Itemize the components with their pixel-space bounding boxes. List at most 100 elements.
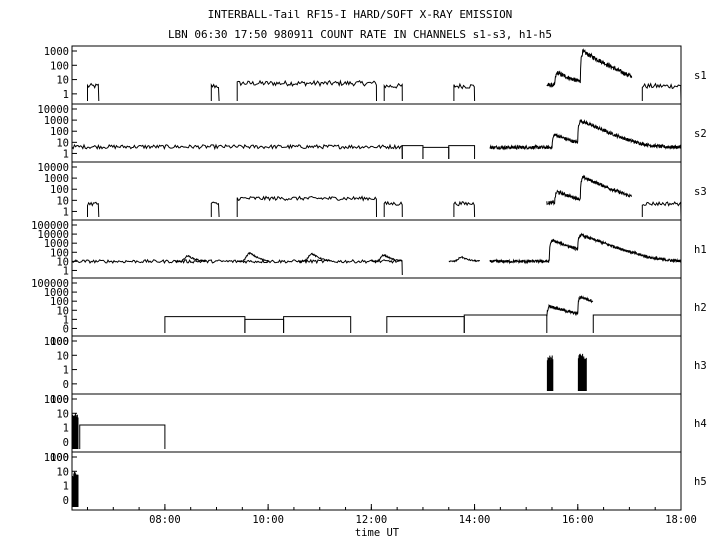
series-h2-trace (244, 318, 285, 333)
chart-panels: 1101001000s1110100100010000s211010010001… (31, 45, 707, 511)
y-tick-label: 10 (56, 256, 69, 268)
series-s2-trace (401, 145, 424, 159)
y-tick-label: 1 (63, 206, 69, 218)
y-tick-label: 1000 (44, 173, 69, 185)
y-tick-label: 0 (63, 323, 69, 335)
series-h2-trace (592, 314, 682, 333)
y-tick-label: 100000 (31, 220, 69, 232)
y-tick-label: 100 (50, 126, 69, 138)
series-h5-trace (72, 471, 79, 508)
series-s1-trace (641, 82, 682, 102)
y-tick-label: 100 (50, 184, 69, 196)
x-tick-label: 14:00 (459, 514, 491, 526)
y-tick-label: 10 (56, 195, 69, 207)
x-tick-label: 10:00 (252, 514, 284, 526)
series-h4-trace (79, 424, 166, 449)
y-tick-label: 10 (56, 408, 69, 420)
y-tick-label: 10 (56, 305, 69, 317)
chart-subtitle: LBN 06:30 17:50 980911 COUNT RATE IN CHA… (167, 28, 553, 41)
series-s1-trace (87, 82, 100, 102)
series-s1-trace (453, 82, 476, 102)
series-s2-trace (489, 119, 682, 151)
panel-frame (71, 393, 682, 453)
series-s1-trace (236, 79, 377, 102)
panel-s1: 1 10 100 1000 s1 (44, 45, 707, 105)
y-tick-label: 100 (50, 60, 69, 72)
series-h1-trace (237, 251, 269, 263)
series-s2-trace (71, 143, 403, 160)
series-h2-trace (386, 316, 465, 333)
panel-label-s1: s1 (694, 70, 707, 82)
chart-title: INTERBALL-Tail RF15-I HARD/SOFT X-RAY EM… (207, 8, 513, 21)
y-tick-label: 10000 (37, 104, 69, 116)
y-tick-label: 10 (56, 137, 69, 149)
series-s3-trace (210, 201, 220, 218)
x-tick-label: 08:00 (149, 514, 181, 526)
series-s3-trace (641, 200, 682, 218)
series-h1-trace (448, 255, 481, 263)
series-h3-trace (546, 355, 554, 392)
series-s1-trace (210, 83, 220, 102)
x-tick-label: 12:00 (356, 514, 388, 526)
series-h1-trace (489, 232, 682, 265)
panel-frame (71, 277, 682, 337)
y-tick-label: 100000 (31, 278, 69, 290)
series-s2-trace (448, 145, 476, 159)
series-s1-trace (546, 48, 633, 88)
y-tick-label: 1 (63, 89, 69, 101)
panel-label-h1: h1 (694, 244, 707, 256)
series-h1-trace (71, 258, 403, 276)
series-s3-trace (546, 174, 632, 206)
y-tick-label: 10000 (37, 229, 69, 241)
series-h2-trace (463, 314, 548, 333)
y-tick-label: 100 (50, 452, 69, 464)
y-tick-label: 100 (50, 336, 69, 348)
y-tick-label: 100 (50, 247, 69, 259)
x-tick-label: 16:00 (562, 514, 594, 526)
y-tick-label: 1000 (44, 336, 69, 348)
panel-label-h3: h3 (694, 360, 707, 372)
panel-frame (71, 103, 682, 163)
panel-label-h5: h5 (694, 476, 707, 488)
y-tick-label: 100 (50, 394, 69, 406)
panel-frame (71, 451, 682, 511)
y-tick-label: 1000 (44, 287, 69, 299)
series-h2-trace (546, 295, 594, 317)
panel-label-s2: s2 (694, 128, 707, 140)
y-tick-label: 1 (63, 148, 69, 160)
y-tick-label: 1 (63, 265, 69, 277)
series-h3-trace (580, 356, 587, 392)
series-h1-trace (174, 254, 207, 263)
y-tick-label: 1 (63, 423, 69, 435)
panel-label-h4: h4 (694, 418, 707, 430)
panel-label-s3: s3 (694, 186, 707, 198)
y-tick-label: 10 (56, 75, 69, 87)
series-h1-trace (298, 252, 331, 263)
x-axis-label: time UT (355, 527, 400, 539)
y-tick-label: 0 (63, 495, 69, 507)
y-tick-label: 10 (56, 350, 69, 362)
series-s1-trace (383, 82, 403, 102)
y-tick-label: 0 (63, 379, 69, 391)
x-axis: 08:00 10:00 12:00 14:00 16:00 18:00 (86, 504, 697, 526)
y-tick-label: 10000 (37, 162, 69, 174)
series-h1-trace (371, 253, 403, 264)
series-h2-trace (283, 316, 352, 333)
y-tick-label: 1 (63, 365, 69, 377)
series-s2-trace (422, 146, 450, 159)
y-tick-label: 1000 (44, 115, 69, 127)
y-tick-label: 1000 (44, 238, 69, 250)
panel-label-h2: h2 (694, 302, 707, 314)
series-s3-trace (236, 195, 377, 218)
y-tick-label: 1000 (44, 394, 69, 406)
series-h4-trace (72, 413, 79, 450)
y-tick-label: 1 (63, 314, 69, 326)
y-tick-label: 0 (63, 437, 69, 449)
